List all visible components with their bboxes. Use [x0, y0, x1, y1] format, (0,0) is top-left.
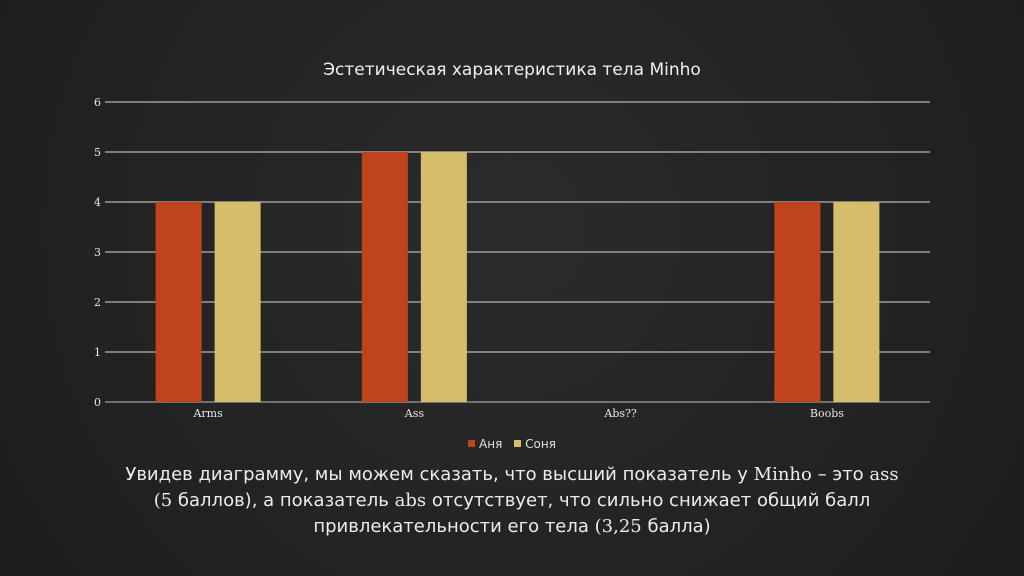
legend-item-series-1: Соня [514, 437, 556, 451]
bar-boobs-series-0 [774, 202, 821, 402]
bar-arms-series-1 [214, 202, 261, 402]
y-tick-label: 6 [94, 96, 101, 109]
caption-text: – это [811, 464, 870, 485]
y-tick-label: 2 [94, 296, 101, 309]
caption-text: (5 [153, 490, 173, 511]
caption-text: Minho [753, 464, 812, 485]
y-tick-label: 3 [94, 246, 101, 259]
bar-ass-series-1 [420, 152, 467, 402]
y-tick-label: 5 [94, 146, 101, 159]
y-tick-label: 0 [94, 396, 101, 409]
bar-arms-series-0 [155, 202, 202, 402]
caption-text: abs [394, 490, 427, 511]
caption-text: ass [869, 464, 899, 485]
caption-text: (3,25 [594, 516, 642, 537]
caption-text: Увидев диаграмму, мы можем сказать, что … [125, 464, 754, 485]
y-tick-labels: 0 1 2 3 4 5 6 [94, 96, 101, 409]
caption-text: балла) [641, 516, 711, 537]
y-tick-label: 4 [94, 196, 101, 209]
x-tick-label: Ass [404, 407, 425, 420]
caption-text: баллов), а показатель [172, 490, 395, 511]
x-tick-label: Arms [192, 407, 223, 420]
x-tick-label: Boobs [810, 407, 844, 420]
caption-line-3: привлекательности его тела (3,25 балла) [60, 514, 964, 540]
slide-caption: Увидев диаграмму, мы можем сказать, что … [60, 462, 964, 540]
legend-label: Аня [479, 436, 503, 451]
x-tick-labels: Arms Ass Abs?? Boobs [192, 407, 844, 420]
chart-title-text: Эстетическая характеристика тела Minho [323, 60, 701, 80]
legend-label: Соня [525, 436, 556, 451]
chart-legend: Аня Соня [0, 436, 1024, 451]
bars [155, 152, 880, 402]
legend-swatch [514, 440, 522, 447]
y-tick-label: 1 [94, 346, 101, 359]
bar-ass-series-0 [361, 152, 408, 402]
x-tick-label: Abs?? [603, 407, 637, 420]
legend-item-series-0: Аня [468, 437, 502, 451]
caption-text: привлекательности его тела [313, 516, 595, 537]
legend-swatch [468, 440, 476, 447]
chart-title: Эстетическая характеристика тела Minho [0, 60, 1024, 80]
caption-line-1: Увидев диаграмму, мы можем сказать, что … [60, 462, 964, 488]
caption-line-2: (5 баллов), а показатель abs отсутствует… [60, 488, 964, 514]
bar-boobs-series-1 [833, 202, 880, 402]
caption-text: отсутствует, что сильно снижает общий ба… [426, 490, 871, 511]
